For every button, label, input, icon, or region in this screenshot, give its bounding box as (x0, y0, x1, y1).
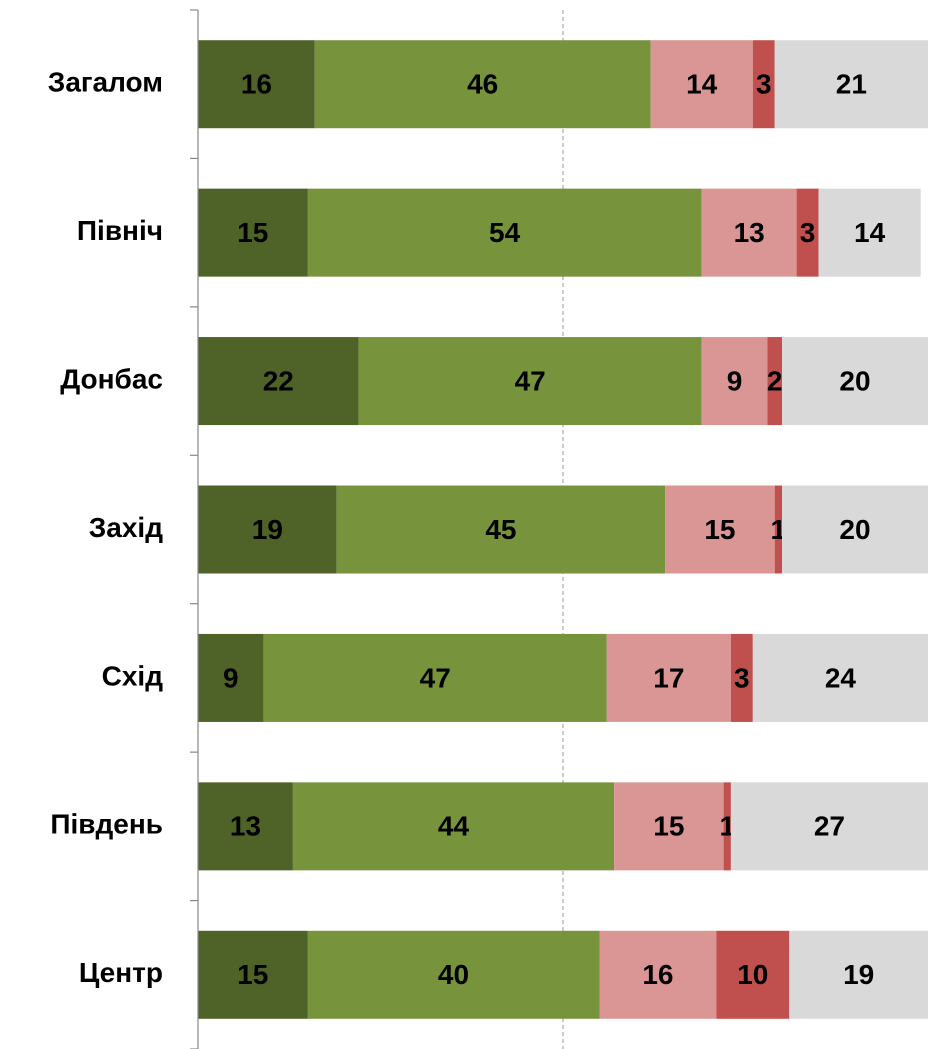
bar-segment (198, 930, 308, 1019)
data-label: 2 (767, 365, 783, 396)
bar-segment (198, 40, 315, 129)
bar-segment (723, 782, 731, 871)
data-label: 3 (734, 662, 750, 693)
bar-segment (774, 485, 782, 574)
bar-segment (606, 633, 731, 722)
data-label: 44 (438, 811, 470, 842)
data-label: 24 (825, 662, 857, 693)
y-tick-label: Південь (50, 809, 163, 840)
data-label: 14 (854, 217, 886, 248)
data-label: 45 (485, 514, 516, 545)
data-label: 19 (252, 514, 283, 545)
y-tick-label: Центр (79, 957, 163, 988)
data-label: 27 (814, 811, 845, 842)
bar-segment (730, 782, 928, 871)
bar-segment (614, 782, 724, 871)
bar-segment (774, 40, 928, 129)
data-label: 9 (223, 662, 239, 693)
y-tick-label: Захід (89, 512, 163, 543)
bar-segment (198, 485, 337, 574)
bar-segment (307, 188, 702, 277)
bar-segment (307, 930, 600, 1019)
data-label: 13 (734, 217, 765, 248)
bar-segment (767, 337, 782, 426)
bar-segment (263, 633, 607, 722)
bar-segment (314, 40, 651, 129)
data-label: 16 (241, 69, 272, 100)
data-label: 47 (420, 662, 451, 693)
data-label: 19 (843, 959, 874, 990)
bar-segment (782, 485, 928, 574)
data-label: 10 (737, 959, 768, 990)
data-label: 40 (438, 959, 469, 990)
data-label: 15 (704, 514, 735, 545)
bar-segment (818, 188, 921, 277)
y-tick-label: Загалом (48, 67, 163, 98)
bar-segment (752, 633, 928, 722)
data-label: 47 (515, 365, 546, 396)
bar-segment (198, 633, 264, 722)
data-label: 20 (839, 514, 870, 545)
data-label: 20 (839, 365, 870, 396)
data-label: 3 (756, 69, 772, 100)
y-tick-label: Донбас (60, 363, 163, 394)
data-label: 15 (237, 959, 268, 990)
bar-segment (358, 337, 702, 426)
bar-segment (198, 337, 359, 426)
bar-segment (782, 337, 928, 426)
data-label: 54 (489, 217, 521, 248)
data-label: 22 (263, 365, 294, 396)
data-label: 15 (653, 811, 684, 842)
data-label: 3 (800, 217, 816, 248)
data-label: 46 (467, 69, 498, 100)
bar-segment (198, 782, 293, 871)
bar-segment (292, 782, 615, 871)
data-label: 17 (653, 662, 684, 693)
data-label: 15 (237, 217, 268, 248)
data-label: 13 (230, 811, 261, 842)
data-label: 9 (727, 365, 743, 396)
bar-segment (599, 930, 717, 1019)
bar-segment (701, 337, 768, 426)
bar-segment (796, 188, 819, 277)
bar-segment (789, 930, 928, 1019)
y-tick-label: Схід (102, 660, 164, 691)
data-label: 16 (642, 959, 673, 990)
bar-segment (752, 40, 775, 129)
bar-segment (198, 188, 308, 277)
y-tick-label: Північ (77, 215, 163, 246)
bar-segment (701, 188, 797, 277)
bar-segment (665, 485, 775, 574)
bar-segment (336, 485, 666, 574)
bar-segment (716, 930, 790, 1019)
bar-segment (730, 633, 753, 722)
bar-segment (650, 40, 753, 129)
data-label: 14 (686, 69, 718, 100)
data-label: 21 (836, 69, 867, 100)
